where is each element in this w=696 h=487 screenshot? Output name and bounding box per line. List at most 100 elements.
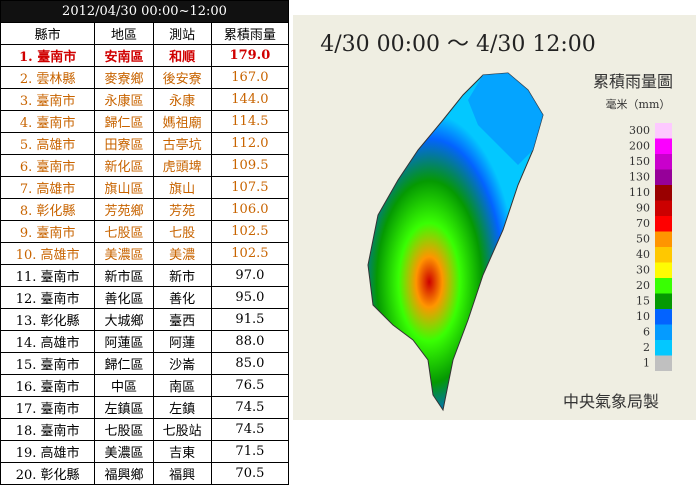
table-cell: 後安寮 — [152, 66, 212, 89]
table-row: 15. 臺南市 歸仁區 沙崙 85.0 — [0, 352, 290, 375]
legend-label: 130 — [629, 171, 650, 184]
table-cell: 沙崙 — [152, 352, 212, 375]
table-cell: 旗山區 — [94, 176, 154, 199]
legend-swatch — [655, 231, 672, 247]
table-cell: 2. 雲林縣 — [0, 66, 96, 89]
legend-label: 300 — [629, 124, 650, 137]
table-cell: 永康區 — [94, 88, 154, 111]
table-cell: 20. 彰化縣 — [0, 462, 96, 485]
table-cell: 91.5 — [210, 308, 290, 331]
table-cell: 71.5 — [210, 440, 290, 463]
north-area — [468, 73, 543, 165]
table-cell: 106.0 — [210, 198, 290, 221]
table-cell: 13. 彰化縣 — [0, 308, 96, 331]
legend-swatch — [655, 154, 672, 170]
table-row: 16. 臺南市 中區 南區 76.5 — [0, 374, 290, 397]
table-cell: 95.0 — [210, 286, 290, 309]
table-cell: 9. 臺南市 — [0, 220, 96, 243]
table-row: 5. 高雄市 田寮區 古亭坑 112.0 — [0, 132, 290, 155]
legend-swatch — [655, 216, 672, 232]
table-cell: 善化 — [152, 286, 212, 309]
legend-swatch — [655, 309, 672, 325]
table-cell: 歸仁區 — [94, 352, 154, 375]
column-header: 地區 — [94, 22, 154, 45]
table-row: 6. 臺南市 新化區 虎頭埤 109.5 — [0, 154, 290, 177]
table-row: 19. 高雄市 美濃區 吉東 71.5 — [0, 440, 290, 463]
table-cell: 109.5 — [210, 154, 290, 177]
table-cell: 4. 臺南市 — [0, 110, 96, 133]
table-row: 7. 高雄市 旗山區 旗山 107.5 — [0, 176, 290, 199]
table-cell: 19. 高雄市 — [0, 440, 96, 463]
table-cell: 144.0 — [210, 88, 290, 111]
table-row: 20. 彰化縣 福興鄉 福興 70.5 — [0, 462, 290, 485]
table-cell: 福興鄉 — [94, 462, 154, 485]
table-cell: 阿蓮 — [152, 330, 212, 353]
legend-label: 30 — [636, 264, 650, 277]
legend: 300 200 150 130 110 90 70 50 40 30 20 15 10 6 2 1 — [629, 123, 672, 371]
legend-swatch — [655, 247, 672, 263]
legend-label: 200 — [629, 140, 650, 153]
table-row: 17. 臺南市 左鎮區 左鎮 74.5 — [0, 396, 290, 419]
column-header: 累積雨量 — [210, 22, 290, 45]
legend-swatch — [655, 138, 672, 154]
map-title: 4/30 00:00 ～ 4/30 12:00 — [320, 32, 596, 57]
legend-label: 20 — [636, 279, 650, 292]
legend-swatch — [655, 324, 672, 340]
table-cell: 七股區 — [94, 220, 154, 243]
table-cell: 14. 高雄市 — [0, 330, 96, 353]
legend-label: 1 — [643, 357, 650, 370]
legend-swatch — [655, 355, 672, 371]
table-cell: 102.5 — [210, 242, 290, 265]
table-cell: 1. 臺南市 — [0, 44, 96, 67]
legend-label: 6 — [643, 326, 650, 339]
legend-label: 150 — [629, 155, 650, 168]
table-row: 13. 彰化縣 大城鄉 臺西 91.5 — [0, 308, 290, 331]
table-row: 4. 臺南市 歸仁區 媽祖廟 114.5 — [0, 110, 290, 133]
table-cell: 3. 臺南市 — [0, 88, 96, 111]
table-cell: 112.0 — [210, 132, 290, 155]
table-cell: 左鎮 — [152, 396, 212, 419]
table-cell: 美濃區 — [94, 242, 154, 265]
table-cell: 97.0 — [210, 264, 290, 287]
legend-swatch — [655, 293, 672, 309]
table-cell: 102.5 — [210, 220, 290, 243]
table-cell: 虎頭埤 — [152, 154, 212, 177]
legend-swatch — [655, 262, 672, 278]
table-cell: 媽祖廟 — [152, 110, 212, 133]
table-cell: 麥寮鄉 — [94, 66, 154, 89]
column-header: 測站 — [152, 22, 212, 45]
table-row: 12. 臺南市 善化區 善化 95.0 — [0, 286, 290, 309]
table-body: 1. 臺南市 安南區 和順 179.0 2. 雲林縣 麥寮鄉 後安寮 167.0 3. 臺南市永… — [0, 44, 290, 485]
table-cell: 10. 高雄市 — [0, 242, 96, 265]
legend-label: 10 — [636, 310, 650, 323]
table-cell: 芳苑 — [152, 198, 212, 221]
table-cell: 15. 臺南市 — [0, 352, 96, 375]
table-cell: 新化區 — [94, 154, 154, 177]
table-cell: 新市 — [152, 264, 212, 287]
table-cell: 和順 — [152, 44, 212, 67]
table-cell: 85.0 — [210, 352, 290, 375]
table-cell: 中區 — [94, 374, 154, 397]
table-row: 8. 彰化縣 芳苑鄉 芳苑 106.0 — [0, 198, 290, 221]
table-cell: 5. 高雄市 — [0, 132, 96, 155]
table-cell: 17. 臺南市 — [0, 396, 96, 419]
table-cell: 8. 彰化縣 — [0, 198, 96, 221]
table-title: 2012/04/30 00:00~12:00 — [0, 0, 289, 23]
table-row: 1. 臺南市 安南區 和順 179.0 — [0, 44, 290, 67]
legend-swatch — [655, 123, 672, 139]
legend-title: 累積雨量圖 — [593, 72, 673, 91]
legend-swatch — [655, 185, 672, 201]
table-row: 3. 臺南市 永康區 永康 144.0 — [0, 88, 290, 111]
table-cell: 179.0 — [210, 44, 290, 67]
legend-swatch — [655, 169, 672, 185]
table-cell: 安南區 — [94, 44, 154, 67]
table-row: 2. 雲林縣 麥寮鄉 後安寮 167.0 — [0, 66, 290, 89]
table-row: 14. 高雄市 阿蓮區 阿蓮 88.0 — [0, 330, 290, 353]
table-cell: 70.5 — [210, 462, 290, 485]
table-cell: 大城鄉 — [94, 308, 154, 331]
table-cell: 吉東 — [152, 440, 212, 463]
table-row: 18. 臺南市 七股區 七股站 74.5 — [0, 418, 290, 441]
table-cell: 七股 — [152, 220, 212, 243]
table-row: 11. 臺南市 新市區 新市 97.0 — [0, 264, 290, 287]
